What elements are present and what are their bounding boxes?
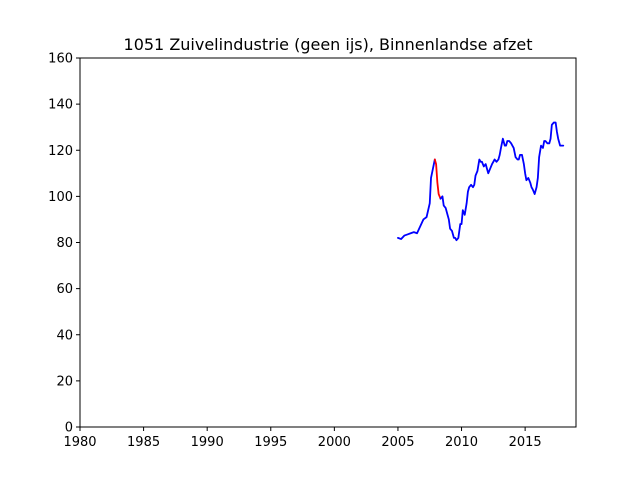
series-line-2 xyxy=(433,158,442,200)
x-tick-label: 1980 xyxy=(63,435,96,450)
y-tick-label: 40 xyxy=(56,328,73,343)
x-tick-label: 2000 xyxy=(318,435,351,450)
y-tick-label: 20 xyxy=(56,374,73,389)
y-tick-label: 80 xyxy=(56,236,73,251)
plot-frame xyxy=(79,57,577,428)
series-line-1 xyxy=(397,158,436,240)
x-tick-label: 2010 xyxy=(445,435,478,450)
y-tick-label: 160 xyxy=(48,52,73,67)
series-layer xyxy=(397,121,565,242)
x-tick-label: 1995 xyxy=(254,435,287,450)
x-tick-label: 2005 xyxy=(381,435,414,450)
chart-title: 1051 Zuivelindustrie (geen ijs), Binnenl… xyxy=(124,35,533,54)
axes-layer: 1980 1985 1990 1995 2000 2005 2010 2015 0 20 40 60 8… xyxy=(48,52,577,450)
x-tick-label: 1990 xyxy=(191,435,224,450)
y-tick-label: 60 xyxy=(56,282,73,297)
y-tick-label: 100 xyxy=(48,190,73,205)
x-tick-label: 2015 xyxy=(509,435,542,450)
y-tick-label: 120 xyxy=(48,144,73,159)
series-line-3 xyxy=(439,121,565,242)
x-tick-label: 1985 xyxy=(127,435,160,450)
y-tick-label: 0 xyxy=(65,421,73,436)
y-tick-label: 140 xyxy=(48,98,73,113)
